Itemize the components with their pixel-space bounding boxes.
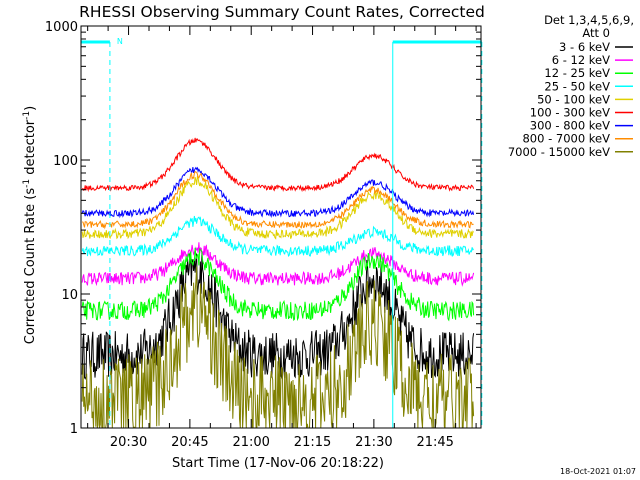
x-tick-label: 21:30: [355, 435, 392, 450]
x-tick-label: 21:00: [232, 435, 269, 450]
x-tick-label: 20:45: [171, 435, 208, 450]
series-line-8: [82, 170, 474, 230]
legend-header-line2: Att 0: [582, 26, 610, 40]
night-marker: N: [117, 37, 123, 46]
series-line-9: [81, 266, 475, 428]
series-line-2: [81, 242, 475, 287]
legend-label-6: 100 - 300 keV: [530, 106, 610, 120]
series-line-3: [81, 247, 475, 322]
y-tick-label: 100: [53, 154, 78, 169]
series-line-7: [81, 166, 475, 219]
chart-title: RHESSI Observing Summary Count Rates, Co…: [79, 3, 485, 21]
x-tick-label: 20:30: [110, 435, 147, 450]
timestamp: 18-Oct-2021 01:07: [560, 467, 636, 476]
legend-header-line1: Det 1,3,4,5,6,9,: [544, 13, 634, 27]
series-line-5: [81, 175, 474, 240]
series-line-6: [82, 137, 475, 193]
x-axis-label: Start Time (17-Nov-06 20:18:22): [172, 456, 384, 471]
y-tick-label: 10: [61, 288, 78, 303]
y-tick-label: 1000: [45, 20, 78, 35]
legend-label-7: 300 - 800 keV: [530, 119, 610, 133]
legend-label-3: 12 - 25 keV: [544, 66, 610, 80]
series-line-4: [81, 215, 475, 258]
legend-label-9: 7000 - 15000 keV: [508, 145, 610, 159]
legend-label-8: 800 - 7000 keV: [522, 132, 610, 146]
series-line-1: [81, 252, 475, 380]
legend-label-5: 50 - 100 keV: [537, 92, 610, 106]
plot-area: N: [80, 37, 483, 428]
plot-frame: [80, 25, 482, 429]
legend-label-1: 3 - 6 keV: [559, 40, 610, 54]
y-tick-label: 1: [70, 422, 78, 437]
x-tick-label: 21:15: [294, 435, 331, 450]
axes: 1 10 100 1000 20:30 20:45 21:00 21:15 21:30 21:45: [45, 20, 482, 450]
legend-label-4: 25 - 50 keV: [544, 79, 610, 93]
x-tick-label: 21:45: [416, 435, 453, 450]
legend-label-2: 6 - 12 keV: [552, 53, 610, 67]
y-axis-label: Corrected Count Rate (s-1 detector-1): [22, 106, 38, 344]
